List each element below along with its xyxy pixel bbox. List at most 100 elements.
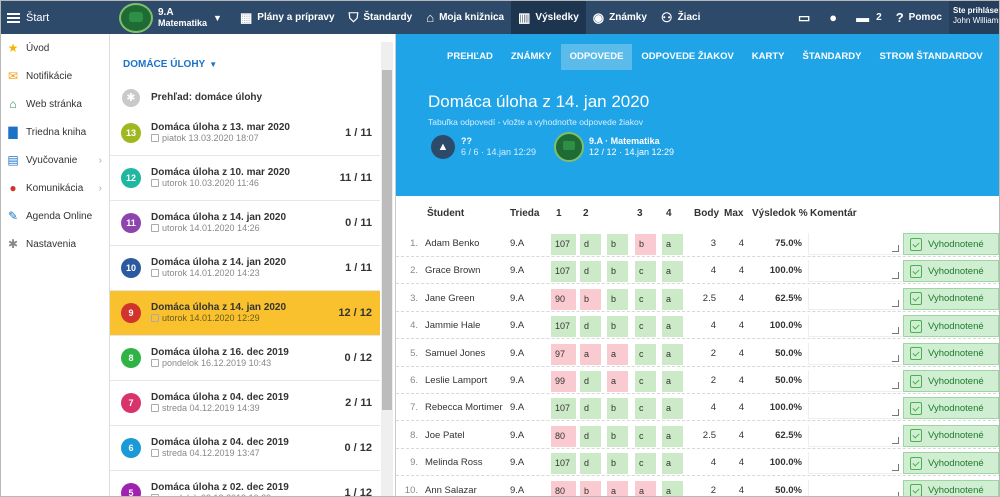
comment-field[interactable] xyxy=(808,479,902,496)
col-class[interactable]: Trieda xyxy=(510,208,540,219)
homework-filter-dropdown[interactable]: DOMÁCE ÚLOHY ▼ xyxy=(123,59,395,70)
answer-cell[interactable]: b xyxy=(607,288,629,310)
answer-cell[interactable]: a xyxy=(662,371,684,392)
col-q4[interactable]: 4 xyxy=(666,208,672,219)
answer-cell[interactable]: a xyxy=(662,261,684,283)
answer-cell[interactable]: b xyxy=(635,234,657,255)
answer-cell[interactable]: d xyxy=(580,316,602,338)
answer-cell[interactable]: a xyxy=(662,480,684,496)
answer-cell[interactable]: a xyxy=(662,288,684,310)
comment-field[interactable] xyxy=(808,287,902,310)
evaluated-button[interactable]: Vyhodnotené xyxy=(903,397,999,420)
answer-cell[interactable]: c xyxy=(635,398,657,420)
sidebar-item[interactable]: ✱ Nastavenia xyxy=(1,230,109,258)
tab-prehľad[interactable]: PREHĽAD xyxy=(447,51,493,62)
col-q1[interactable]: 1 xyxy=(556,208,562,219)
answer-cell[interactable]: a xyxy=(662,453,684,475)
col-student[interactable]: Študent xyxy=(427,208,465,219)
sidebar-item[interactable]: ▤ Vyučovanie › xyxy=(1,146,109,174)
nav-standards[interactable]: ⛉ Štandardy xyxy=(342,1,420,34)
comment-field[interactable] xyxy=(808,315,902,338)
answer-cell[interactable]: b xyxy=(607,234,629,255)
evaluated-button[interactable]: Vyhodnotené xyxy=(903,479,999,496)
evaluated-button[interactable]: Vyhodnotené xyxy=(903,342,999,365)
answer-cell[interactable]: a xyxy=(580,343,602,365)
evaluated-button[interactable]: Vyhodnotené xyxy=(903,315,999,338)
homework-overview-item[interactable]: ✱ Prehľad: domáce úlohy xyxy=(110,84,380,111)
answer-cell[interactable]: a xyxy=(607,371,629,392)
user-info[interactable]: Ste prihlásení John Williams xyxy=(949,1,999,34)
answer-cell[interactable]: a xyxy=(607,343,629,365)
answer-cell[interactable]: d xyxy=(580,398,602,420)
answer-cell[interactable]: 80 xyxy=(551,425,577,447)
nav-grades[interactable]: ◉ Známky xyxy=(586,1,654,34)
answer-cell[interactable]: a xyxy=(662,425,684,447)
help-button[interactable]: ? Pomoc xyxy=(889,1,949,34)
scrollbar-thumb[interactable] xyxy=(382,70,392,410)
evaluated-button[interactable]: Vyhodnotené xyxy=(903,260,999,283)
col-comment[interactable]: Komentár xyxy=(810,208,857,219)
answer-cell[interactable]: b xyxy=(607,398,629,420)
cast-button[interactable]: ▭ xyxy=(791,1,822,34)
sidebar-item[interactable]: ▇ Triedna kniha xyxy=(1,118,109,146)
answer-cell[interactable]: 107 xyxy=(551,234,577,255)
col-q3[interactable]: 3 xyxy=(637,208,643,219)
answer-cell[interactable]: d xyxy=(580,261,602,283)
answer-cell[interactable]: b xyxy=(607,453,629,475)
tab-známky[interactable]: ZNÁMKY xyxy=(510,51,552,62)
answer-cell[interactable]: 107 xyxy=(551,261,577,283)
homework-list-item[interactable]: 12 Domáca úloha z 10. mar 2020 utorok 10.0… xyxy=(110,156,380,201)
col-q2[interactable]: 2 xyxy=(583,208,589,219)
tab-odpovede[interactable]: ODPOVEDE xyxy=(560,44,633,70)
answer-cell[interactable]: c xyxy=(635,425,657,447)
sidebar-item[interactable]: ● Komunikácia › xyxy=(1,174,109,202)
messages-button[interactable]: ● xyxy=(822,1,849,34)
answer-cell[interactable]: a xyxy=(607,480,629,496)
answer-cell[interactable]: 99 xyxy=(551,371,577,392)
answer-cell[interactable]: a xyxy=(662,343,684,365)
answer-cell[interactable]: 90 xyxy=(551,288,577,310)
tab-odpovede-žiakov[interactable]: ODPOVEDE ŽIAKOV xyxy=(641,51,734,62)
tab-strom-štandardov[interactable]: STROM ŠTANDARDOV xyxy=(879,51,983,62)
answer-cell[interactable]: a xyxy=(662,398,684,420)
homework-list-item[interactable]: 6 Domáca úloha z 04. dec 2019 streda 04.12… xyxy=(110,426,380,471)
nav-plans[interactable]: ▦ Plány a prípravy xyxy=(233,1,342,34)
homework-list-item[interactable]: 7 Domáca úloha z 04. dec 2019 streda 04.12… xyxy=(110,381,380,426)
answer-cell[interactable]: 107 xyxy=(551,453,577,475)
sidebar-item[interactable]: ✎ Agenda Online xyxy=(1,202,109,230)
sidebar-item[interactable]: ★ Úvod xyxy=(1,34,109,62)
tab-štandardy[interactable]: ŠTANDARDY xyxy=(802,51,862,62)
answer-cell[interactable]: d xyxy=(580,371,602,392)
answer-cell[interactable]: d xyxy=(580,234,602,255)
answer-cell[interactable]: d xyxy=(580,425,602,447)
comment-field[interactable] xyxy=(808,452,902,475)
answer-cell[interactable]: c xyxy=(635,371,657,392)
homework-list-item[interactable]: 13 Domáca úloha z 13. mar 2020 piatok 13.0… xyxy=(110,111,380,156)
nav-results[interactable]: ▥ Výsledky xyxy=(511,1,586,34)
answer-cell[interactable]: 80 xyxy=(551,480,577,496)
answer-cell[interactable]: c xyxy=(635,316,657,338)
answer-cell[interactable]: b xyxy=(580,288,602,310)
evaluated-button[interactable]: Vyhodnotené xyxy=(903,424,999,447)
start-button[interactable]: Štart xyxy=(1,1,113,34)
homework-list-item[interactable]: 10 Domáca úloha z 14. jan 2020 utorok 14.0… xyxy=(110,246,380,291)
evaluated-button[interactable]: Vyhodnotené xyxy=(903,370,999,392)
comment-field[interactable] xyxy=(808,260,902,283)
answer-cell[interactable]: 107 xyxy=(551,398,577,420)
answer-cell[interactable]: a xyxy=(662,316,684,338)
homework-list-item[interactable]: 8 Domáca úloha z 16. dec 2019 pondelok 16.… xyxy=(110,336,380,381)
nav-students[interactable]: ⚇ Žiaci xyxy=(654,1,707,34)
answer-cell[interactable]: b xyxy=(580,480,602,496)
comment-field[interactable] xyxy=(808,397,902,420)
people-button[interactable]: ▬ 2 xyxy=(849,1,889,34)
answer-cell[interactable]: a xyxy=(662,234,684,255)
answer-cell[interactable]: c xyxy=(635,288,657,310)
sidebar-item[interactable]: ⌂ Web stránka xyxy=(1,90,109,118)
comment-field[interactable] xyxy=(808,424,902,447)
answer-cell[interactable]: c xyxy=(635,453,657,475)
col-max[interactable]: Max xyxy=(724,208,744,219)
evaluated-button[interactable]: Vyhodnotené xyxy=(903,452,999,475)
answer-cell[interactable]: d xyxy=(580,453,602,475)
homework-list-item[interactable]: 9 Domáca úloha z 14. jan 2020 utorok 14.01… xyxy=(110,291,380,336)
